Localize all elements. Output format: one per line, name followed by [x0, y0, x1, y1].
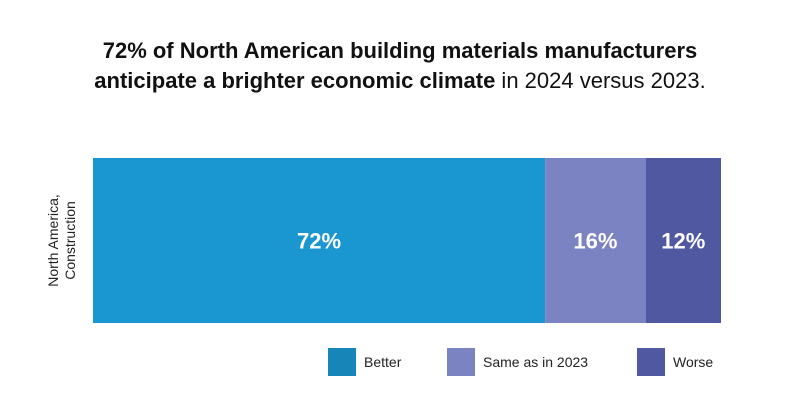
category-label: North America,Construction: [45, 194, 78, 287]
bar-segment-0: [93, 158, 546, 323]
category-label-line-0: North America,: [45, 194, 61, 287]
bar-segment-2: [645, 158, 721, 323]
legend-swatch-same: [447, 348, 475, 376]
title-line2-normal: in 2024 versus 2023.: [495, 68, 706, 93]
legend-label-better: Better: [364, 354, 402, 370]
legend-item-better: Better: [328, 348, 401, 376]
legend-swatch-worse: [637, 348, 665, 376]
data-label-0: 72%: [297, 229, 341, 254]
title-line1: 72% of North American building materials…: [102, 38, 698, 63]
chart-title: 72% of North American building materials…: [0, 36, 800, 96]
bar-segment-1: [545, 158, 646, 323]
legend-item-same: Same as in 2023: [447, 348, 588, 376]
legend-label-same: Same as in 2023: [483, 354, 589, 370]
category-label-line-1: Construction: [62, 201, 78, 280]
legend-swatch-better: [328, 348, 356, 376]
data-label-1: 16%: [573, 229, 617, 254]
legend: Better Same as in 2023 Worse: [0, 348, 800, 378]
legend-label-worse: Worse: [673, 354, 714, 370]
legend-item-worse: Worse: [637, 348, 713, 376]
data-label-2: 12%: [661, 229, 705, 254]
title-line2-bold: anticipate a brighter economic climate: [94, 68, 496, 93]
